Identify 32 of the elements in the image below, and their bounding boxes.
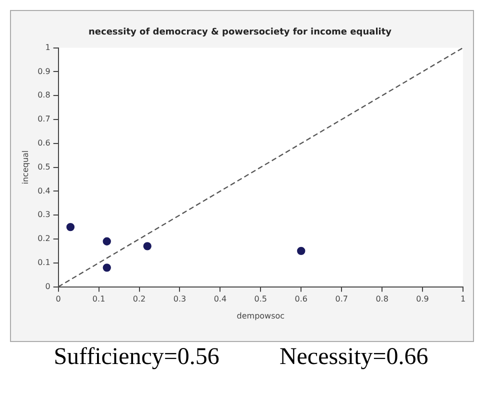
y-tick-label: 0 (45, 282, 50, 291)
y-tick-label: 0.9 (38, 66, 50, 76)
x-tick-label: 0.3 (173, 294, 186, 304)
point (297, 246, 306, 256)
y-tick-label: 1 (45, 42, 50, 52)
x-tick-label: 0 (56, 294, 61, 304)
x-tick-label: 0.2 (132, 294, 146, 304)
y-axis-title: incequal (20, 150, 30, 184)
y-tick-label: 0.6 (38, 138, 50, 148)
y-tick-label: 0.2 (38, 234, 50, 244)
point (143, 242, 152, 250)
x-tick-label: 0.7 (335, 294, 348, 304)
x-tick-label: 0.4 (214, 294, 227, 304)
text: Sufficiency=0.56 (54, 344, 220, 371)
x-tick-label: 0.1 (92, 294, 106, 304)
y-tick-label: 0.4 (38, 186, 50, 196)
y-tick-label: 0.7 (38, 114, 50, 124)
point (102, 237, 111, 246)
y-tick-label: 0.8 (38, 90, 50, 100)
x-tick-label: 0.6 (294, 294, 308, 304)
y-tick-label: 0.5 (38, 162, 50, 172)
text: Necessity=0.66 (279, 344, 428, 371)
y-tick-label: 0.3 (38, 210, 50, 220)
point (102, 264, 111, 272)
chart-title: necessity of democracy & powersociety for income equality (88, 28, 392, 38)
point (66, 222, 75, 232)
x-axis-title: dempowsoc (236, 311, 285, 320)
x-tick-label: 0.5 (254, 294, 268, 304)
x-tick-label: 0.9 (416, 294, 429, 304)
y-tick-label: 0.1 (38, 258, 50, 267)
x-tick-label: 0.8 (376, 294, 388, 304)
x-tick-label: 1 (460, 294, 466, 304)
